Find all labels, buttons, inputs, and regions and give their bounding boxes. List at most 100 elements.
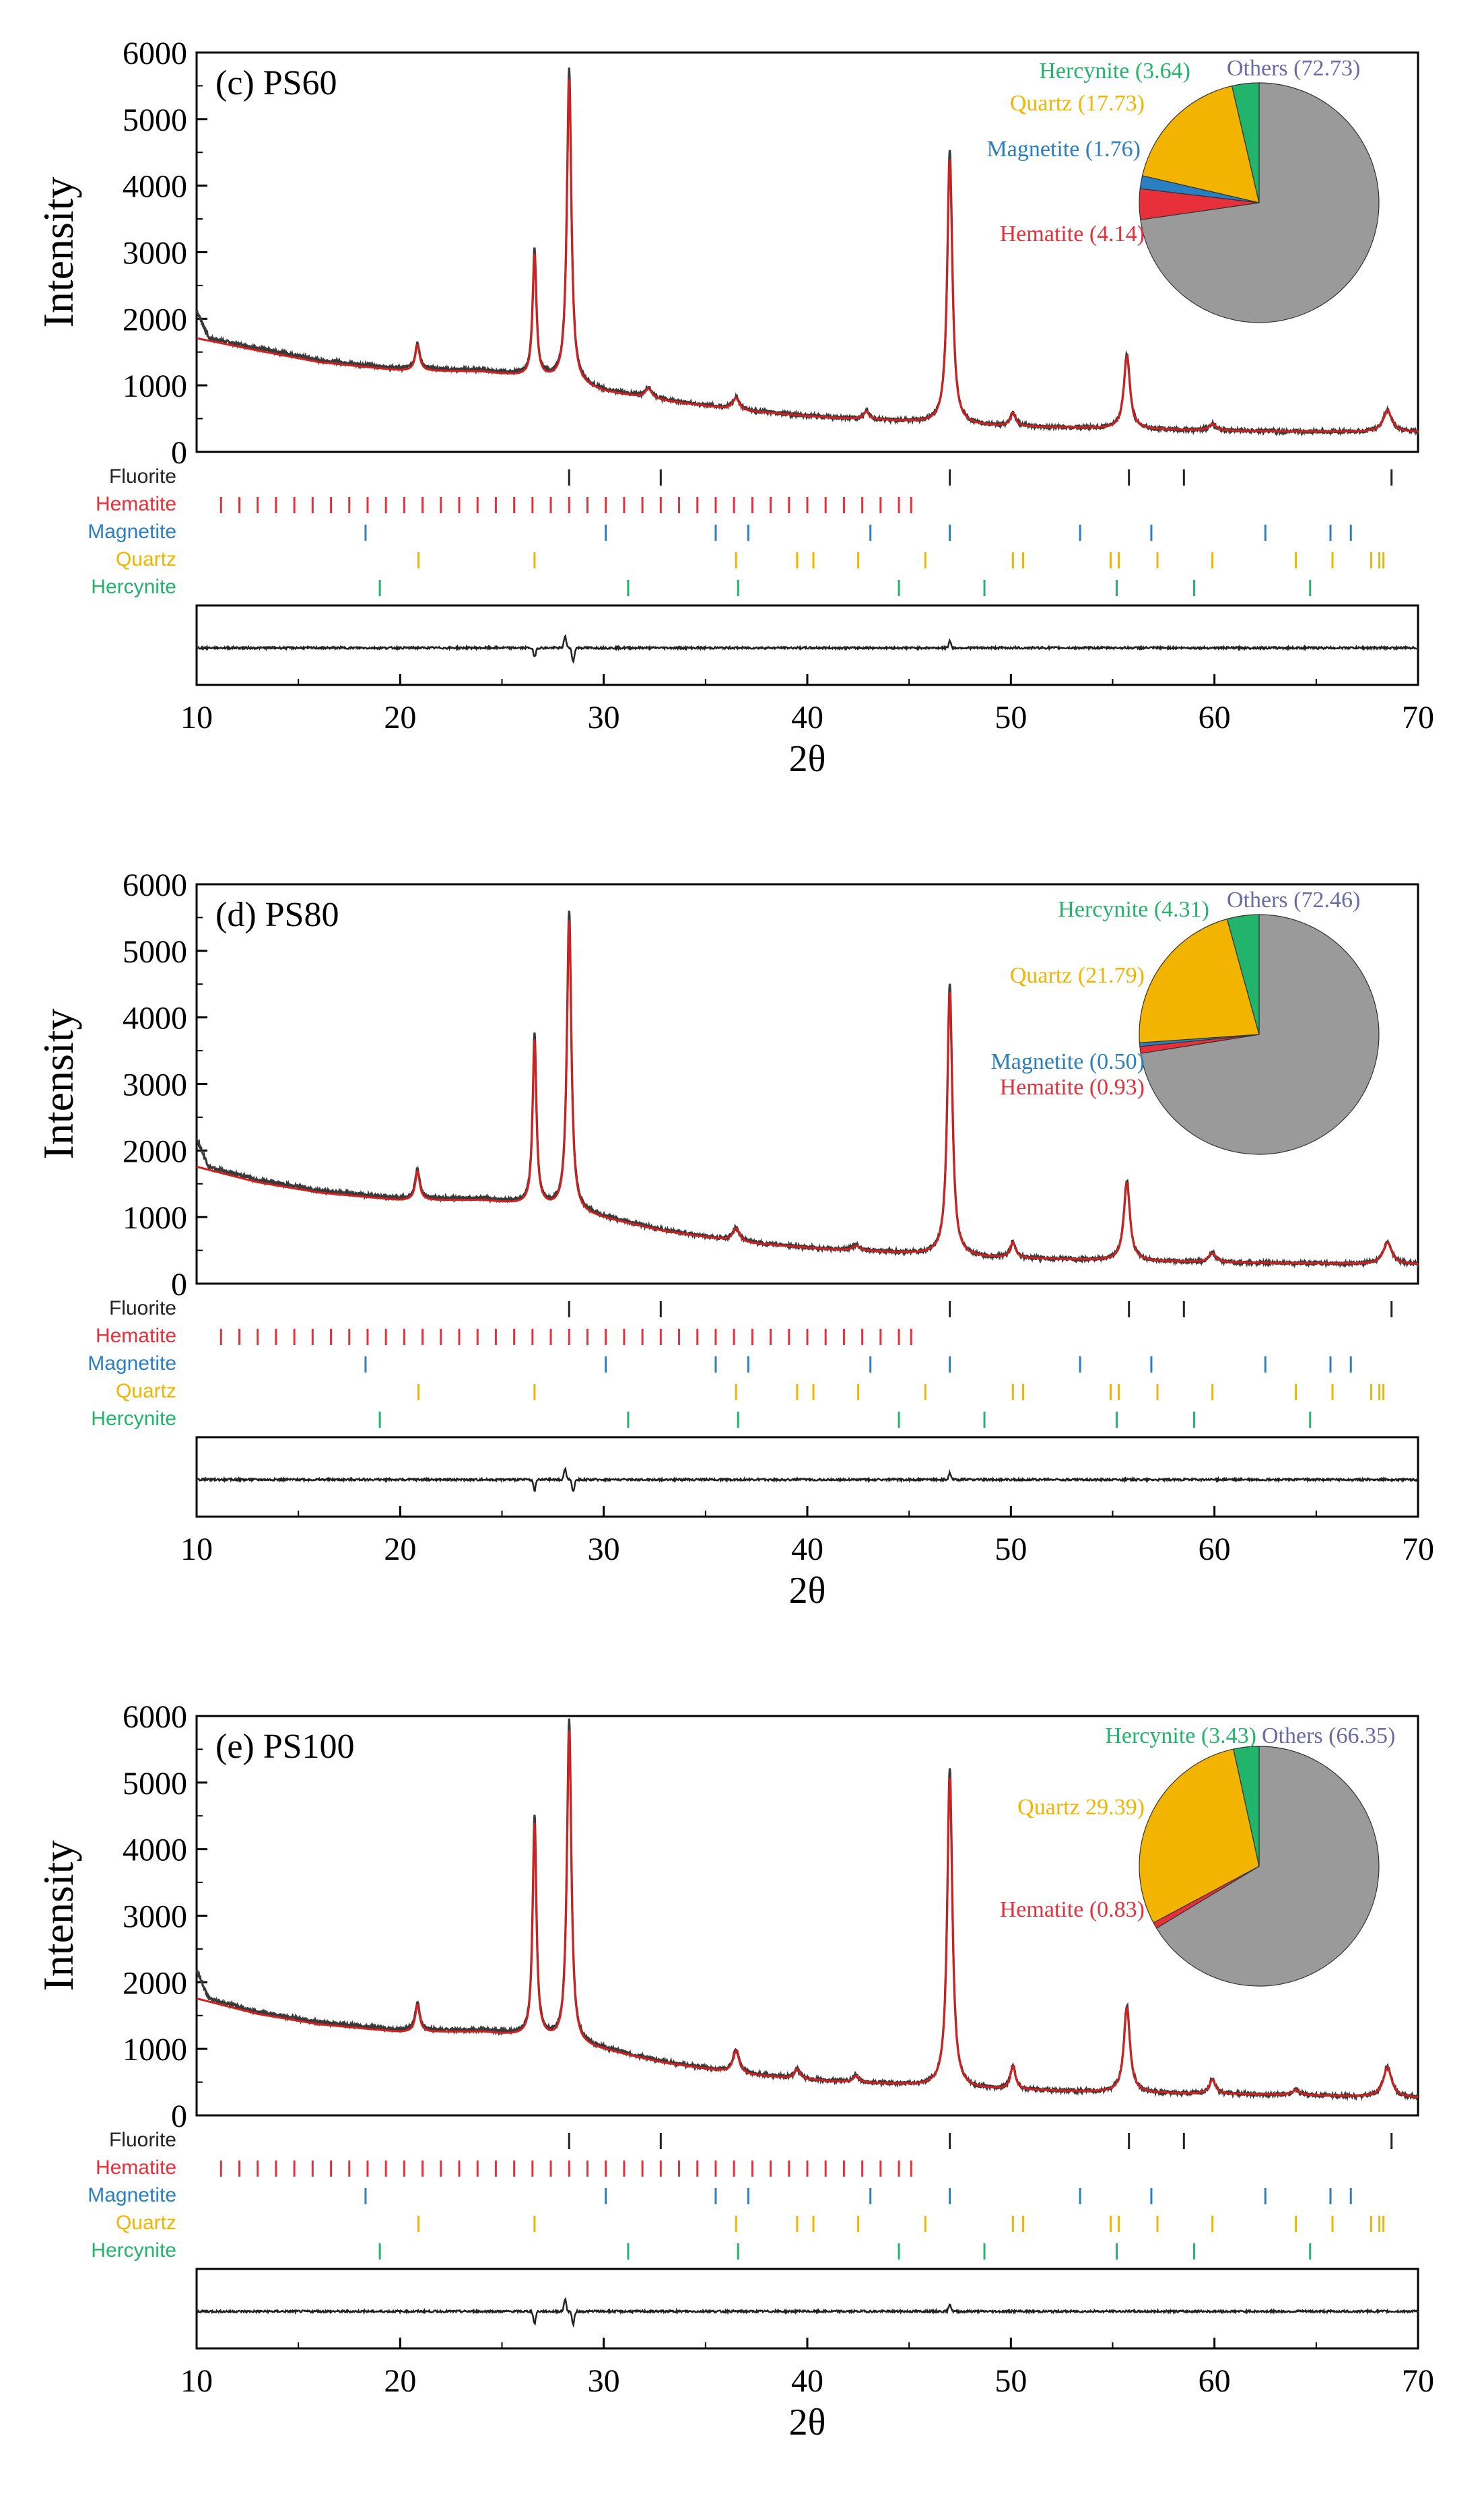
pie-label-hercynite: Hercynite (3.43) (1105, 1723, 1256, 1748)
pie-slice-hercynite (1226, 914, 1260, 1035)
x-tick-label: 40 (791, 1531, 823, 1567)
x-tick-label: 70 (1402, 1531, 1434, 1567)
pie-slice-hercynite (1233, 1746, 1260, 1867)
pie-label-others: Others (72.73) (1227, 56, 1360, 81)
phase-label-fluorite: Fluorite (109, 1297, 176, 1319)
pie-label-hematite: Hematite (4.14) (1000, 222, 1145, 246)
x-tick-label: 30 (588, 700, 620, 735)
xrd-panel-0: 0 1000 2000 3000 4000 5000 6000 Intensity (c) PS… (34, 36, 1434, 780)
x-tick-label: 10 (180, 2363, 213, 2399)
y-tick-label: 2000 (123, 302, 187, 337)
x-tick-label: 60 (1199, 1531, 1231, 1567)
y-tick-label: 5000 (123, 934, 187, 970)
y-tick-label: 0 (171, 435, 187, 471)
phase-label-hercynite: Hercynite (91, 576, 176, 598)
pie-label-hercynite: Hercynite (3.64) (1039, 59, 1190, 84)
pie-label-others: Others (72.46) (1227, 888, 1360, 913)
x-tick-label: 10 (180, 700, 213, 735)
x-tick-label: 70 (1402, 700, 1434, 735)
y-tick-label: 4000 (123, 1833, 187, 1868)
calculated-pattern (196, 920, 1418, 1265)
phase-label-hematite: Hematite (96, 1325, 176, 1347)
pie-label-quartz: Quartz (21.79) (1010, 963, 1145, 988)
y-tick-label: 6000 (123, 1699, 187, 1735)
y-axis-label: Intensity (34, 177, 82, 328)
y-tick-label: 4000 (123, 1001, 187, 1036)
y-tick-label: 3000 (123, 236, 187, 271)
difference-curve (196, 634, 1419, 664)
y-tick-label: 1000 (123, 368, 187, 404)
x-axis-label: 2θ (789, 1570, 826, 1612)
pie-slice-quartz (1141, 85, 1260, 203)
pie-slice-quartz (1139, 1748, 1260, 1923)
y-tick-label: 3000 (123, 1899, 187, 1935)
phase-label-hercynite: Hercynite (91, 2239, 176, 2262)
phase-pie: Hematite (4.14) Magnetite (1.76) Quartz (1… (987, 56, 1380, 323)
y-tick-label: 0 (171, 2099, 187, 2134)
y-tick-label: 2000 (123, 1965, 187, 2001)
x-tick-label: 60 (1199, 2363, 1231, 2399)
pie-slice-hercynite (1231, 82, 1260, 203)
phase-label-fluorite: Fluorite (109, 2129, 176, 2151)
y-tick-label: 0 (171, 1267, 187, 1303)
x-tick-label: 40 (791, 700, 823, 735)
pie-slice-others (1155, 1746, 1380, 1987)
x-tick-label: 20 (384, 2363, 416, 2399)
x-tick-label: 50 (994, 2363, 1027, 2399)
difference-frame (195, 604, 1419, 686)
phase-label-hematite: Hematite (96, 493, 176, 515)
y-axis-label: Intensity (34, 1841, 82, 1991)
difference-curve (195, 1466, 1419, 1492)
phase-label-magnetite: Magnetite (88, 521, 176, 543)
x-tick-label: 30 (588, 1531, 620, 1567)
x-tick-label: 50 (994, 1531, 1027, 1567)
panel-label: (d) PS80 (215, 896, 339, 934)
calculated-pattern (196, 1730, 1418, 2099)
pie-label-hematite: Hematite (0.93) (1000, 1075, 1145, 1100)
y-axis-label: Intensity (34, 1009, 82, 1160)
y-tick-label: 1000 (123, 2032, 187, 2068)
pie-label-quartz: Quartz (17.73) (1010, 91, 1145, 116)
x-tick-label: 30 (588, 2363, 620, 2399)
xrd-panel-1: 0 1000 2000 3000 4000 5000 6000 Intensity (d) PS… (34, 867, 1434, 1612)
y-tick-label: 5000 (123, 1766, 187, 1802)
y-tick-label: 3000 (123, 1067, 187, 1103)
y-tick-label: 2000 (123, 1133, 187, 1169)
phase-pie: Hematite (0.83) Quartz 29.39) Hercynite (3… (1000, 1723, 1395, 1987)
y-tick-label: 6000 (123, 867, 187, 903)
x-axis-label: 2θ (789, 2402, 826, 2443)
panel-label: (e) PS100 (215, 1727, 355, 1766)
phase-label-quartz: Quartz (116, 548, 176, 570)
y-tick-label: 5000 (123, 102, 187, 138)
pie-label-quartz: Quartz 29.39) (1017, 1795, 1145, 1820)
x-tick-label: 20 (384, 700, 416, 735)
difference-curve (195, 2297, 1419, 2328)
pie-label-hercynite: Hercynite (4.31) (1058, 897, 1209, 922)
phase-pie: Hematite (0.93)Magnetite (0.50) Quartz (2… (991, 888, 1380, 1155)
x-tick-label: 50 (994, 700, 1027, 735)
phase-label-magnetite: Magnetite (88, 2184, 176, 2206)
pie-label-magnetite: Magnetite (1.76) (987, 137, 1141, 162)
pie-label-others: Others (66.35) (1262, 1723, 1395, 1748)
phase-label-quartz: Quartz (116, 2212, 176, 2234)
phase-label-quartz: Quartz (116, 1380, 176, 1402)
phase-label-hematite: Hematite (96, 2156, 176, 2179)
xrd-panel-2: 0 1000 2000 3000 4000 5000 6000 Intensity (e) PS… (34, 1699, 1434, 2443)
x-tick-label: 40 (791, 2363, 823, 2399)
pie-slice-others (1140, 914, 1380, 1155)
y-tick-label: 1000 (123, 1200, 187, 1236)
y-tick-label: 4000 (123, 169, 187, 205)
difference-frame (195, 2268, 1419, 2350)
x-tick-label: 70 (1402, 2363, 1434, 2399)
pie-label-hematite: Hematite (0.83) (1000, 1897, 1145, 1922)
pie-slice-others (1140, 82, 1380, 323)
y-tick-label: 6000 (123, 36, 187, 71)
pie-slice-quartz (1139, 918, 1260, 1043)
phase-label-hercynite: Hercynite (91, 1408, 176, 1430)
x-tick-label: 20 (384, 1531, 416, 1567)
phase-label-magnetite: Magnetite (88, 1352, 176, 1375)
x-axis-label: 2θ (789, 738, 826, 780)
phase-label-fluorite: Fluorite (109, 465, 176, 488)
x-tick-label: 10 (180, 1531, 213, 1567)
